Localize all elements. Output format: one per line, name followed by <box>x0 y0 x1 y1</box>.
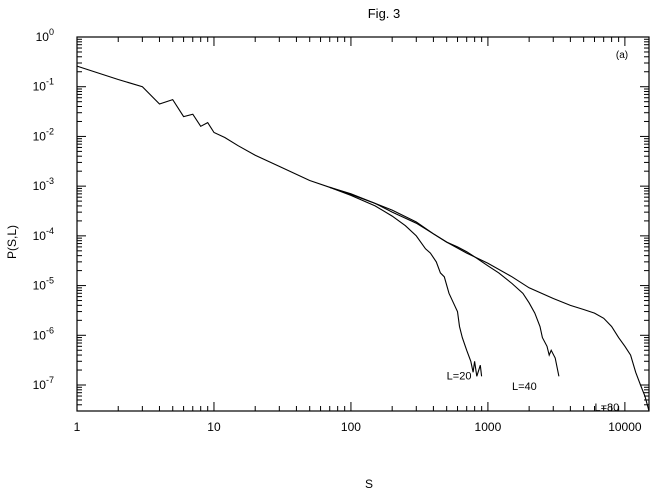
chart-title: Fig. 3 <box>368 6 401 21</box>
y-tick-labels: 100 10-1 10-2 10-3 10-4 10-5 10-6 10-7 <box>33 27 54 392</box>
y-tick-label: 100 <box>36 27 54 44</box>
x-tick-labels: 1 10 100 1000 10000 <box>74 420 642 434</box>
x-tick-label: 10000 <box>608 420 642 434</box>
panel-label: (a) <box>616 50 628 61</box>
axis-ticks <box>76 36 649 412</box>
series-lines <box>76 65 650 412</box>
y-tick-label: 10-4 <box>33 226 54 243</box>
series-line-2 <box>329 186 560 377</box>
x-tick-label: 10 <box>207 420 221 434</box>
series-label-2: L=40 <box>512 381 537 393</box>
x-tick-label: 1 <box>74 420 81 434</box>
series-line-1 <box>76 65 483 377</box>
y-tick-label: 10-3 <box>33 176 54 193</box>
y-tick-label: 10-2 <box>33 126 54 143</box>
y-axis-label: P(S,L) <box>5 225 19 259</box>
x-axis-label: S <box>365 477 373 491</box>
y-tick-label: 10-7 <box>33 375 54 392</box>
y-tick-label: 10-6 <box>33 325 54 342</box>
series-label-3: L=80 <box>594 402 619 414</box>
series-line-3 <box>329 186 650 412</box>
x-tick-label: 100 <box>341 420 361 434</box>
y-tick-label: 10-5 <box>33 276 54 293</box>
plot-frame <box>76 36 650 412</box>
x-tick-label: 1000 <box>475 420 502 434</box>
series-label-1: L=20 <box>447 370 472 382</box>
series-labels: L=20 L=40 L=80 <box>447 370 620 414</box>
y-tick-label: 10-1 <box>33 77 54 94</box>
